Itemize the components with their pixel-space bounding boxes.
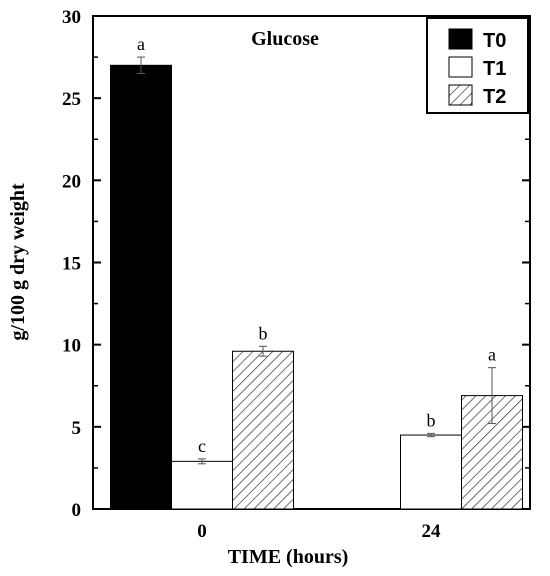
significance-letter: b [427,410,436,430]
bar-T2-0 [232,350,294,510]
y-tick-label: 20 [62,171,81,192]
bar-T1-24 [400,434,462,510]
legend-label-T0: T0 [483,30,506,52]
x-tick-label: 0 [197,521,207,542]
y-tick-label: 10 [62,336,81,357]
significance-letter: c [198,436,206,456]
x-axis-title: TIME (hours) [228,546,349,568]
y-tick-label: 0 [72,500,82,521]
chart-title: Glucose [251,28,319,50]
legend-label-T2: T2 [483,86,506,108]
legend-frame [426,17,529,114]
y-axis-title: g/100 g dry weight [7,183,29,341]
y-axis-ticks: 0 5 10 15 20 25 30 [62,7,530,521]
y-tick-label: 15 [62,254,81,275]
bar-T1-0 [171,460,233,510]
legend-swatch-T2 [448,84,473,106]
legend-swatch-T1 [448,56,473,78]
bar-T0-0 [110,64,172,510]
legend-swatch-T0 [448,28,473,50]
legend-label-T1: T1 [483,58,506,80]
y-tick-label: 5 [72,418,82,439]
x-tick-label: 24 [422,521,442,542]
significance-letter: a [488,345,496,365]
legend: T0 T1 T2 [426,17,529,114]
significance-letter: b [259,323,268,343]
error-bars-group [137,56,496,465]
significance-letter: a [137,34,145,54]
y-tick-label: 30 [62,7,81,28]
y-tick-label: 25 [62,89,81,110]
bars-group [110,64,523,510]
significance-labels-group: a c b b a [137,34,496,456]
